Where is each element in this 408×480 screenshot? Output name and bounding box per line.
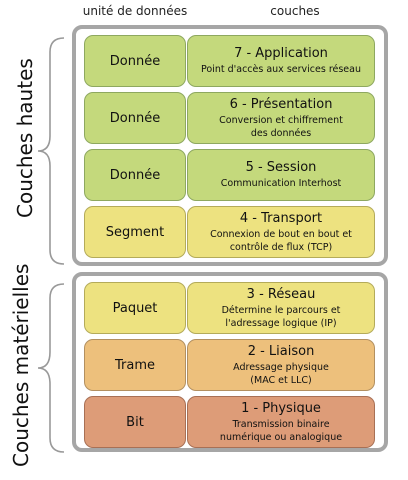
top-group-label: Couches hautes [13, 58, 37, 218]
layer-session: 5 - Session Communication Interhost [187, 149, 375, 201]
unit-cell-application: Donnée [84, 35, 186, 87]
unit-label: Paquet [112, 300, 158, 316]
unit-cell-transport: Segment [84, 206, 186, 258]
layer-physical: 1 - Physique Transmission binaire numéri… [187, 396, 375, 448]
unit-cell-datalink: Trame [84, 339, 186, 391]
top-brace-icon [37, 37, 65, 265]
layer-title: 2 - Liaison [247, 343, 315, 359]
bottom-brace-icon [37, 283, 65, 453]
layer-title: 4 - Transport [239, 210, 323, 226]
layer-presentation: 6 - Présentation Conversion et chiffreme… [187, 92, 375, 144]
layer-transport: 4 - Transport Connexion de bout en bout … [187, 206, 375, 258]
unit-cell-network: Paquet [84, 282, 186, 334]
layer-description: Communication Interhost [220, 178, 342, 189]
layers-column-header: couches [270, 4, 320, 18]
layer-network: 3 - Réseau Détermine le parcours et l'ad… [187, 282, 375, 334]
unit-cell-physical: Bit [84, 396, 186, 448]
layer-title: 3 - Réseau [246, 286, 316, 302]
layer-title: 6 - Présentation [229, 96, 333, 112]
layer-description: Conversion et chiffrement des données [219, 114, 343, 139]
unit-cell-presentation: Donnée [84, 92, 186, 144]
unit-label: Trame [114, 357, 155, 373]
unit-label: Donnée [109, 110, 161, 126]
layer-title: 1 - Physique [241, 400, 321, 416]
unit-label: Segment [105, 224, 165, 240]
layer-description: Connexion de bout en bout et contrôle de… [210, 228, 352, 253]
unit-label: Donnée [109, 53, 161, 69]
layer-application: 7 - Application Point d'accès aux servic… [187, 35, 375, 87]
layer-description: Adressage physique (MAC et LLC) [233, 361, 329, 386]
layer-datalink: 2 - Liaison Adressage physique (MAC et L… [187, 339, 375, 391]
layer-description: Transmission binaire numérique ou analog… [219, 418, 343, 443]
layer-description: Détermine le parcours et l'adressage log… [221, 304, 341, 329]
bottom-group-label: Couches matérielles [9, 263, 33, 467]
unit-label: Bit [126, 414, 144, 430]
unit-column-header: unité de données [82, 4, 188, 18]
unit-label: Donnée [109, 167, 161, 183]
layer-title: 7 - Application [234, 46, 328, 61]
layer-description: Point d'accès aux services réseau [201, 64, 361, 75]
unit-cell-session: Donnée [84, 149, 186, 201]
layer-title: 5 - Session [245, 160, 317, 175]
